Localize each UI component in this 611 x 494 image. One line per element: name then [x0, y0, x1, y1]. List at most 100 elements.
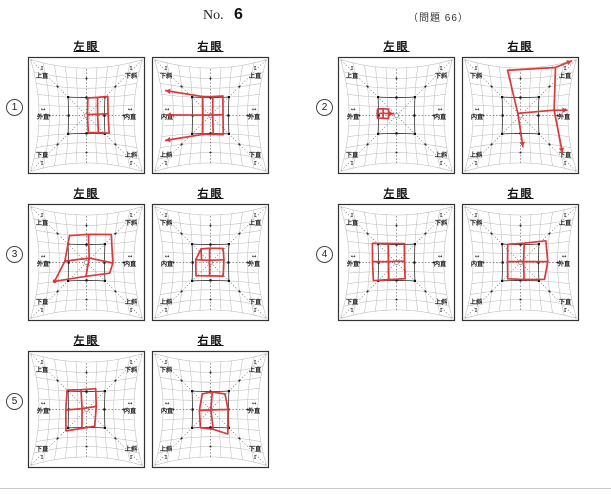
muscle-action-arrow-icon: ↔ — [351, 107, 356, 113]
muscle-action-arrow-icon: ↕ — [350, 212, 355, 219]
muscle-action-arrow-icon: ↕ — [129, 212, 134, 219]
field-point-dot — [85, 132, 88, 135]
grid-diagonal — [154, 409, 211, 466]
grid-diagonal — [210, 262, 267, 319]
grid-line — [162, 124, 259, 127]
chart-row: 1 左眼 ↕ 上直 ↕ 下斜 ↔ 外直 ↔ 内直 ↕ 下直 ↕ 上斜 右眼 ↕ 下斜 ↕ 上直 ↔ 内直 ↔ 外直 ↕ 上斜 ↕ 下… — [6, 38, 611, 176]
chart-pair-5: 5 左眼 ↕ 上直 ↕ 下斜 ↔ 外直 ↔ 内直 ↕ 下直 ↕ 上斜 右眼 ↕ 下斜 ↕ 上直 ↔ 内直 ↔ 外直 ↕ 上斜 ↕ 下… — [6, 332, 274, 470]
item-number-badge: 4 — [316, 245, 333, 263]
reference-dot — [432, 114, 435, 117]
grid-line — [340, 309, 453, 319]
grid-line — [154, 206, 267, 216]
muscle-label-top-left: 下斜 — [160, 72, 173, 80]
grid-diagonal — [30, 353, 87, 410]
grid-diagonal — [210, 59, 267, 116]
hess-field-plot — [64, 387, 98, 432]
grid-line — [567, 206, 577, 319]
muscle-action-arrow-icon: ↕ — [439, 160, 444, 167]
grid-line — [340, 59, 453, 69]
muscle-action-arrow-icon: ↕ — [40, 65, 45, 72]
hess-field-plot — [80, 388, 83, 430]
reference-dot — [180, 143, 183, 146]
grid-line — [472, 271, 569, 274]
reference-dot — [85, 151, 88, 154]
field-point-dot — [67, 426, 70, 429]
grid-diagonal — [210, 409, 267, 466]
reference-dot — [548, 290, 551, 293]
grid-line — [547, 65, 553, 166]
grid-diagonal — [86, 59, 143, 116]
item-number-badge: 5 — [6, 392, 23, 410]
field-point-dot — [501, 96, 504, 99]
reference-dot — [395, 298, 398, 301]
muscle-action-arrow-icon: ↔ — [252, 107, 257, 113]
field-point-dot — [413, 279, 416, 282]
muscle-label-top-right: 下斜 — [435, 219, 448, 227]
reference-dot — [56, 437, 59, 440]
muscle-action-arrow-icon: ↔ — [252, 254, 257, 260]
grid-line — [567, 59, 577, 172]
field-point-dot — [519, 243, 522, 246]
field-point-dot — [103, 243, 106, 246]
chart-pair-1: 1 左眼 ↕ 上直 ↕ 下斜 ↔ 外直 ↔ 内直 ↕ 下直 ↕ 上斜 右眼 ↕ 下斜 ↕ 上直 ↔ 内直 ↔ 外直 ↕ 上斜 ↕ 下… — [6, 38, 274, 176]
arrowhead-icon — [166, 112, 171, 118]
field-point-dot — [209, 132, 212, 135]
reference-dot — [519, 298, 522, 301]
chart-row: 5 左眼 ↕ 上直 ↕ 下斜 ↔ 外直 ↔ 内直 ↕ 下直 ↕ 上斜 右眼 ↕ 下斜 ↕ 上直 ↔ 内直 ↔ 外直 ↕ 上斜 ↕ 下… — [6, 332, 611, 470]
grid-diagonal — [464, 59, 521, 116]
muscle-label-mid-left: 外直 — [347, 113, 360, 121]
hess-field-plot — [371, 242, 406, 282]
hess-grid: ↕下斜↕上直↔内直↔外直↕上斜↕下直 — [151, 350, 270, 469]
hess-field-plot — [506, 239, 549, 281]
reference-dot — [424, 85, 427, 88]
muscle-label-bottom-right: 上斜 — [435, 151, 448, 159]
grid-diagonal — [30, 115, 87, 172]
muscle-action-arrow-icon: ↔ — [475, 254, 480, 260]
muscle-action-arrow-icon: ↕ — [253, 160, 258, 167]
grid-line — [405, 214, 408, 311]
deviation-arrow — [164, 89, 204, 98]
sheet-number-label: No. — [203, 8, 224, 23]
muscle-action-arrow-icon: ↕ — [253, 212, 258, 219]
muscle-action-arrow-icon: ↕ — [474, 307, 479, 314]
field-point-dot — [395, 132, 398, 135]
muscle-label-mid-left: 外直 — [347, 260, 360, 268]
eye-title: 右眼 — [197, 188, 224, 200]
grid-diagonal — [464, 115, 521, 172]
grid-diagonal — [210, 206, 267, 263]
muscle-action-arrow-icon: ↕ — [474, 212, 479, 219]
grid-diagonal — [464, 206, 521, 263]
muscle-label-mid-left: 外直 — [37, 113, 50, 121]
field-point-dot — [67, 279, 70, 282]
muscle-label-top-right: 上直 — [249, 219, 262, 227]
field-point-dot — [191, 261, 194, 264]
muscle-label-top-right: 上直 — [249, 366, 262, 374]
grid-diagonal — [30, 59, 87, 116]
field-point-dot — [85, 96, 88, 99]
reference-dot — [114, 85, 117, 88]
reference-dot — [358, 114, 361, 117]
muscle-action-arrow-icon: ↔ — [475, 107, 480, 113]
grid-line — [154, 456, 267, 466]
muscle-action-arrow-icon: ↕ — [439, 307, 444, 314]
grid-line — [133, 59, 143, 172]
center-fixation-circle — [394, 113, 399, 118]
grid-diagonal — [86, 353, 143, 410]
field-point-dot — [103, 261, 106, 264]
grid-line — [160, 230, 261, 236]
muscle-label-bottom-left: 下直 — [36, 151, 49, 159]
muscle-action-arrow-icon: ↕ — [164, 65, 169, 72]
grid-line — [30, 309, 143, 319]
muscle-label-bottom-right: 下直 — [559, 151, 572, 159]
muscle-action-arrow-icon: ↕ — [40, 454, 45, 461]
muscle-label-top-left: 上直 — [36, 219, 49, 227]
deviation-arrow — [164, 133, 204, 142]
grid-line — [257, 59, 267, 172]
field-point-dot — [413, 96, 416, 99]
reference-dot — [56, 85, 59, 88]
field-point-dot — [227, 390, 230, 393]
grid-diagonal — [210, 353, 267, 410]
reference-dot — [490, 290, 493, 293]
hess-field-plot — [506, 69, 519, 115]
muscle-action-arrow-icon: ↕ — [164, 160, 169, 167]
